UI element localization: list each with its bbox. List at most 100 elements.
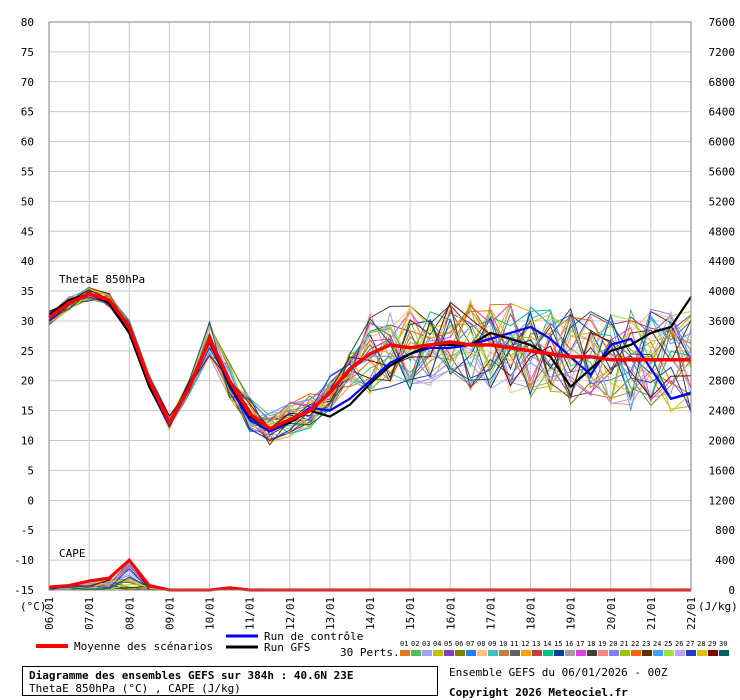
pert-legend-swatch: [598, 650, 608, 656]
right-tick-label: 6800: [709, 76, 736, 89]
pert-legend-number: 07: [466, 640, 474, 648]
run-label: Ensemble GEFS du 06/01/2026 - 00Z: [449, 666, 668, 679]
pert-legend-number: 09: [488, 640, 496, 648]
perturbation-legend: 01 02 03 04 05 06 07 08 09 10 11 12 13 14 15 16 17 18 19 20…: [400, 640, 729, 656]
right-tick-label: 0: [728, 584, 735, 597]
pert-legend-swatch: [642, 650, 652, 656]
x-tick-label: 14/01: [364, 597, 377, 630]
pert-legend-swatch: [620, 650, 630, 656]
right-tick-label: 2400: [709, 405, 736, 418]
left-tick-label: 55: [21, 165, 34, 178]
x-tick-label: 19/01: [565, 597, 578, 630]
run-info: Ensemble GEFS du 06/01/2026 - 00Z Copyri…: [449, 666, 668, 699]
plot-frame: [48, 21, 692, 591]
pert-legend-number: 11: [510, 640, 518, 648]
pert-legend-number: 04: [433, 640, 441, 648]
pert-legend-swatch: [565, 650, 575, 656]
left-tick-label: 70: [21, 76, 34, 89]
pert-legend-swatch: [532, 650, 542, 656]
pert-legend-number: 03: [422, 640, 430, 648]
x-tick-label: 17/01: [484, 597, 497, 630]
pert-legend-swatch: [653, 650, 663, 656]
x-tick-label: 09/01: [163, 597, 176, 630]
right-tick-label: 5600: [709, 165, 736, 178]
chart-subtitle: ThetaE 850hPa (°C) , CAPE (J/kg): [29, 682, 241, 695]
left-tick-label: 80: [21, 16, 34, 29]
pert-legend-swatch: [488, 650, 498, 656]
x-tick-label: 11/01: [244, 597, 257, 630]
grid: [48, 21, 692, 591]
pert-legend-swatch: [576, 650, 586, 656]
x-tick-label: 12/01: [284, 597, 297, 630]
x-tick-label: 13/01: [324, 597, 337, 630]
pert-legend-number: 22: [631, 640, 639, 648]
left-tick-label: 15: [21, 405, 34, 418]
pert-legend-number: 20: [609, 640, 617, 648]
right-tick-label: 6000: [709, 136, 736, 149]
left-tick-label: -10: [14, 554, 34, 567]
copyright: Copyright 2026 Meteociel.fr: [449, 686, 628, 699]
x-tick-label: 06/01: [43, 597, 56, 630]
pert-legend-swatch: [422, 650, 432, 656]
pert-legend-swatch: [609, 650, 619, 656]
pert-legend-number: 26: [675, 640, 683, 648]
pert-legend-swatch: [697, 650, 707, 656]
series-line-0: [47, 292, 691, 431]
legend-control-label: Run de contrôle: [264, 630, 363, 643]
right-tick-label: 4400: [709, 255, 736, 268]
left-tick-label: 40: [21, 255, 34, 268]
right-axis-unit: (J/kg): [698, 600, 738, 613]
pert-legend-number: 30: [719, 640, 727, 648]
pert-legend-number: 18: [587, 640, 595, 648]
pert-legend-number: 28: [697, 640, 705, 648]
right-tick-label: 6400: [709, 106, 736, 119]
left-tick-label: 30: [21, 315, 34, 328]
pert-legend-number: 24: [653, 640, 661, 648]
right-tick-label: 4800: [709, 225, 736, 238]
pert-legend-swatch: [587, 650, 597, 656]
pert-legend-number: 25: [664, 640, 672, 648]
right-tick-label: 800: [715, 524, 735, 537]
x-tick-label: 15/01: [404, 597, 417, 630]
left-tick-label: 25: [21, 345, 34, 358]
x-tick-label: 22/01: [685, 597, 698, 630]
pert-legend-swatch: [631, 650, 641, 656]
right-tick-label: 7600: [709, 16, 736, 29]
right-tick-label: 5200: [709, 195, 736, 208]
pert-legend-number: 19: [598, 640, 606, 648]
legend-perts-label: 30 Perts.: [340, 646, 400, 659]
right-tick-label: 3200: [709, 345, 736, 358]
pert-legend-number: 12: [521, 640, 529, 648]
left-tick-label: 20: [21, 375, 34, 388]
right-tick-label: 2000: [709, 435, 736, 448]
left-tick-label: 45: [21, 225, 34, 238]
left-tick-label: 0: [27, 494, 34, 507]
pert-legend-swatch: [433, 650, 443, 656]
pert-legend-number: 27: [686, 640, 694, 648]
chart-info-box: Diagramme des ensembles GEFS sur 384h : …: [22, 666, 438, 696]
pert-legend-number: 05: [444, 640, 452, 648]
x-tick-label: 18/01: [525, 597, 538, 630]
x-tick-label: 20/01: [605, 597, 618, 630]
pert-legend-number: 01: [400, 640, 408, 648]
x-tick-label: 10/01: [204, 597, 217, 630]
right-tick-label: 400: [715, 554, 735, 567]
right-tick-label: 3600: [709, 315, 736, 328]
thetae-panel-label: ThetaE 850hPa: [59, 273, 145, 286]
pert-legend-number: 15: [554, 640, 562, 648]
right-tick-label: 1200: [709, 494, 736, 507]
pert-legend-swatch: [455, 650, 465, 656]
pert-legend-swatch: [411, 650, 421, 656]
pert-legend-swatch: [521, 650, 531, 656]
left-tick-label: -15: [14, 584, 34, 597]
x-tick-label: 08/01: [123, 597, 136, 630]
left-tick-label: 60: [21, 136, 34, 149]
pert-legend-number: 29: [708, 640, 716, 648]
pert-legend-swatch: [543, 650, 553, 656]
left-tick-label: 50: [21, 195, 34, 208]
right-tick-label: 7200: [709, 46, 736, 59]
pert-legend-swatch: [708, 650, 718, 656]
pert-legend-number: 06: [455, 640, 463, 648]
